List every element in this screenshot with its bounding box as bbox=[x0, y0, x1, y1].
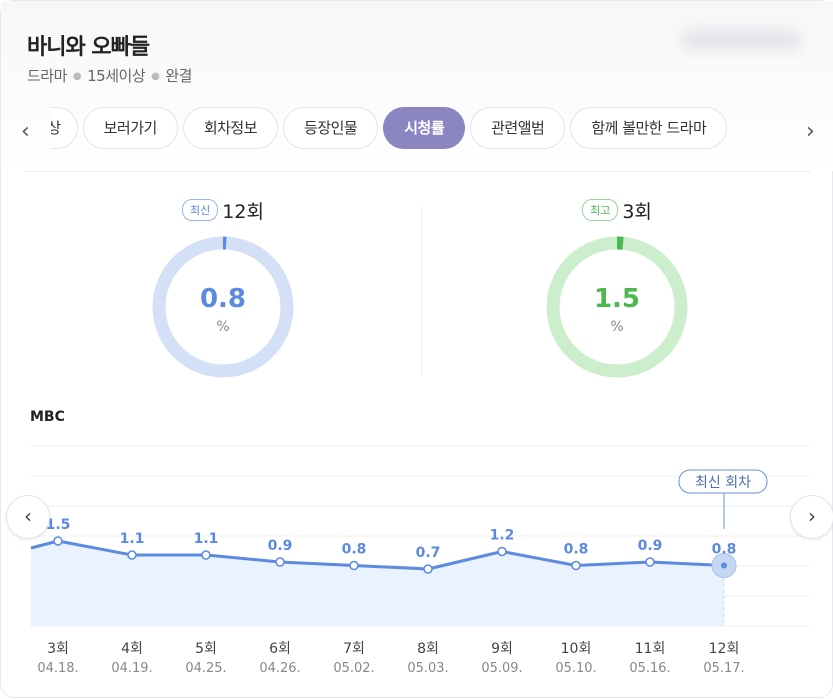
drama-meta: 드라마 ● 15세이상 ● 완결 bbox=[27, 67, 192, 85]
x-tick-episode: 7회 bbox=[343, 641, 365, 657]
data-label: 1.1 bbox=[120, 531, 145, 547]
latest-episode: 최신 12회 bbox=[123, 197, 323, 224]
age-rating: 15세이상 bbox=[87, 67, 146, 85]
donut-charts bbox=[152, 236, 688, 378]
data-point bbox=[275, 557, 285, 567]
annotation-box bbox=[678, 469, 768, 494]
latest-unit: % bbox=[216, 319, 230, 335]
data-label: 0.8 bbox=[712, 542, 737, 558]
x-tick-date: 04.25. bbox=[185, 661, 226, 676]
best-rating: 1.5 bbox=[593, 284, 641, 314]
x-tick-date: 05.17. bbox=[703, 661, 744, 676]
x-tick-episode: 10회 bbox=[561, 641, 592, 657]
data-point bbox=[349, 560, 359, 571]
drama-title: 바니와 오빠들 bbox=[27, 35, 150, 60]
tab-bar: 영상보러가기회차정보등장인물시청률관련앨범함께 볼만한 드라마 bbox=[51, 107, 784, 151]
latest-badge: 최신 bbox=[182, 199, 219, 221]
best-badge: 최고 bbox=[582, 199, 619, 221]
data-label: 0.7 bbox=[416, 545, 441, 561]
x-tick-date: 05.02. bbox=[333, 661, 374, 676]
x-tick-date: 05.03. bbox=[407, 661, 448, 676]
data-label: 1.1 bbox=[194, 531, 219, 547]
chart-next-button[interactable]: › bbox=[790, 495, 833, 539]
divider bbox=[421, 206, 422, 376]
data-point bbox=[201, 550, 211, 560]
data-point bbox=[53, 536, 63, 546]
area-fill bbox=[31, 541, 724, 626]
latest-rating: 0.8 bbox=[199, 284, 247, 314]
latest-donut-fill bbox=[152, 236, 294, 378]
data-label: 0.9 bbox=[638, 538, 663, 554]
best-episode-number: 3회 bbox=[622, 201, 652, 223]
annotation-label: 최신 회차 bbox=[695, 475, 751, 491]
data-point bbox=[721, 562, 727, 569]
x-tick-episode: 12회 bbox=[709, 641, 740, 657]
x-tick-episode: 6회 bbox=[269, 641, 291, 657]
x-tick-episode: 9회 bbox=[491, 641, 513, 657]
data-point bbox=[645, 557, 655, 567]
best-unit: % bbox=[610, 319, 624, 335]
tabs-next-icon[interactable]: › bbox=[806, 119, 815, 144]
x-tick-date: 04.18. bbox=[37, 661, 78, 676]
x-tick-date: 04.19. bbox=[111, 661, 152, 676]
x-tick-date: 05.10. bbox=[555, 661, 596, 676]
chart-prev-button[interactable]: ‹ bbox=[6, 495, 50, 539]
data-point bbox=[127, 550, 137, 560]
divider bbox=[26, 171, 811, 172]
data-label: 1.2 bbox=[490, 528, 515, 544]
data-point bbox=[571, 560, 581, 571]
tab-similar[interactable]: 함께 볼만한 드라마 bbox=[570, 107, 728, 149]
x-tick-date: 04.26. bbox=[259, 661, 300, 676]
status: 완결 bbox=[165, 67, 192, 85]
x-tick-episode: 3회 bbox=[47, 641, 69, 657]
data-point bbox=[423, 564, 433, 574]
tab-ratings[interactable]: 시청률 bbox=[383, 107, 466, 149]
blurred-content bbox=[681, 29, 801, 51]
tab-albums[interactable]: 관련앨범 bbox=[470, 107, 566, 149]
data-label: 0.8 bbox=[564, 542, 589, 558]
latest-episode-number: 12회 bbox=[222, 201, 264, 223]
data-label: 1.5 bbox=[46, 517, 71, 533]
best-donut-fill bbox=[546, 236, 688, 378]
x-tick-date: 05.16. bbox=[629, 661, 670, 676]
data-point bbox=[497, 546, 507, 557]
channel-label: MBC bbox=[30, 409, 65, 425]
best-episode: 최고 3회 bbox=[517, 197, 717, 224]
x-tick-episode: 11회 bbox=[635, 641, 666, 657]
tabs-prev-icon[interactable]: ‹ bbox=[21, 119, 30, 144]
x-tick-date: 05.09. bbox=[481, 661, 522, 676]
genre: 드라마 bbox=[27, 67, 67, 85]
tab-cast[interactable]: 등장인물 bbox=[283, 107, 379, 149]
x-tick-episode: 4회 bbox=[121, 641, 143, 657]
tab-watch[interactable]: 보러가기 bbox=[82, 107, 178, 149]
tab-episodes[interactable]: 회차정보 bbox=[182, 107, 279, 149]
data-label: 0.8 bbox=[342, 542, 367, 558]
data-label: 0.9 bbox=[268, 538, 293, 554]
x-tick-episode: 5회 bbox=[195, 641, 217, 657]
x-tick-episode: 8회 bbox=[417, 641, 439, 657]
